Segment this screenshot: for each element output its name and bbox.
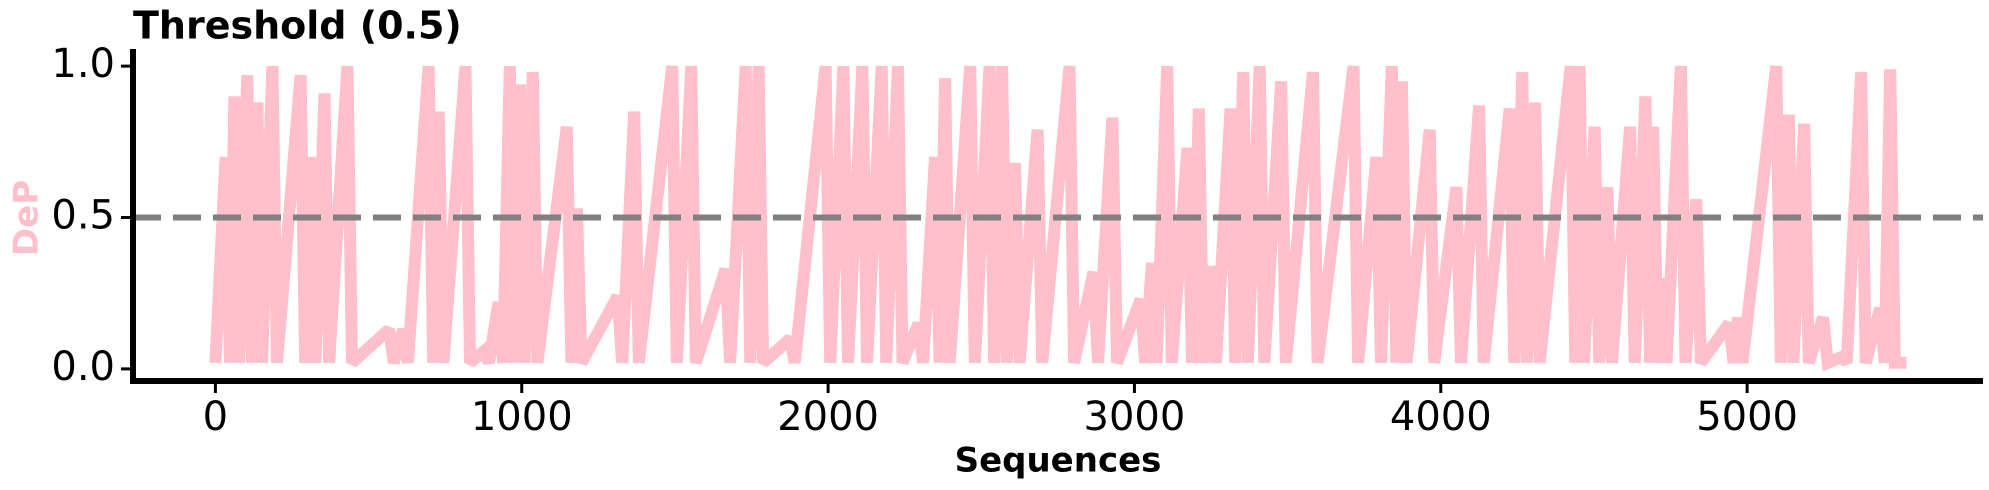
x-tick-label: 4000 (1390, 394, 1492, 440)
x-tick-label: 5000 (1696, 394, 1798, 440)
chart-title: Threshold (0.5) (133, 4, 462, 48)
x-axis-label: Sequences (955, 441, 1162, 481)
x-tick-label: 1000 (471, 394, 573, 440)
y-tick-label: 0.0 (51, 344, 115, 390)
y-tick-label: 1.0 (51, 41, 115, 87)
data-line (209, 65, 1907, 372)
y-tick-label: 0.5 (51, 193, 115, 239)
x-tick-label: 3000 (1084, 394, 1186, 440)
x-tick-label: 2000 (777, 394, 879, 440)
y-axis-label: DeP (7, 180, 47, 256)
x-tick-label: 0 (203, 394, 228, 440)
